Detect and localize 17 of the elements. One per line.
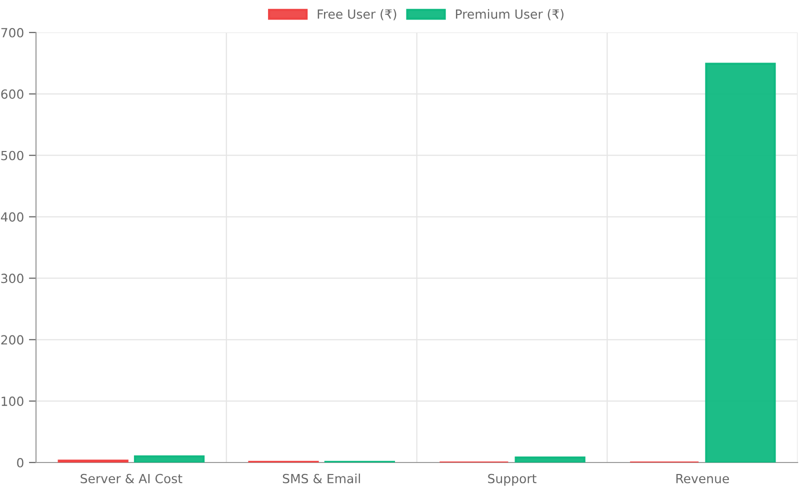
y-tick-label: 100 xyxy=(2,396,24,406)
bar xyxy=(705,62,776,462)
bar xyxy=(514,456,586,462)
legend-label: Free User (₹) xyxy=(318,9,396,20)
x-tick-label: Support xyxy=(488,474,536,486)
y-tick-label: 0 xyxy=(17,458,24,468)
x-tick-label: SMS & Email xyxy=(282,474,360,484)
y-tick-label: 700 xyxy=(1,28,24,38)
x-tick-label: Revenue xyxy=(676,474,729,484)
x-tick-label: Server & AI Cost xyxy=(80,474,182,484)
legend-label: Premium User (₹) xyxy=(456,9,564,20)
y-tick-label: 200 xyxy=(1,335,24,345)
bar xyxy=(134,455,205,462)
y-tick-label: 400 xyxy=(0,212,24,222)
y-tick-label: 500 xyxy=(1,150,24,160)
y-tick-label: 300 xyxy=(1,274,24,284)
y-tick-label: 600 xyxy=(1,89,24,99)
